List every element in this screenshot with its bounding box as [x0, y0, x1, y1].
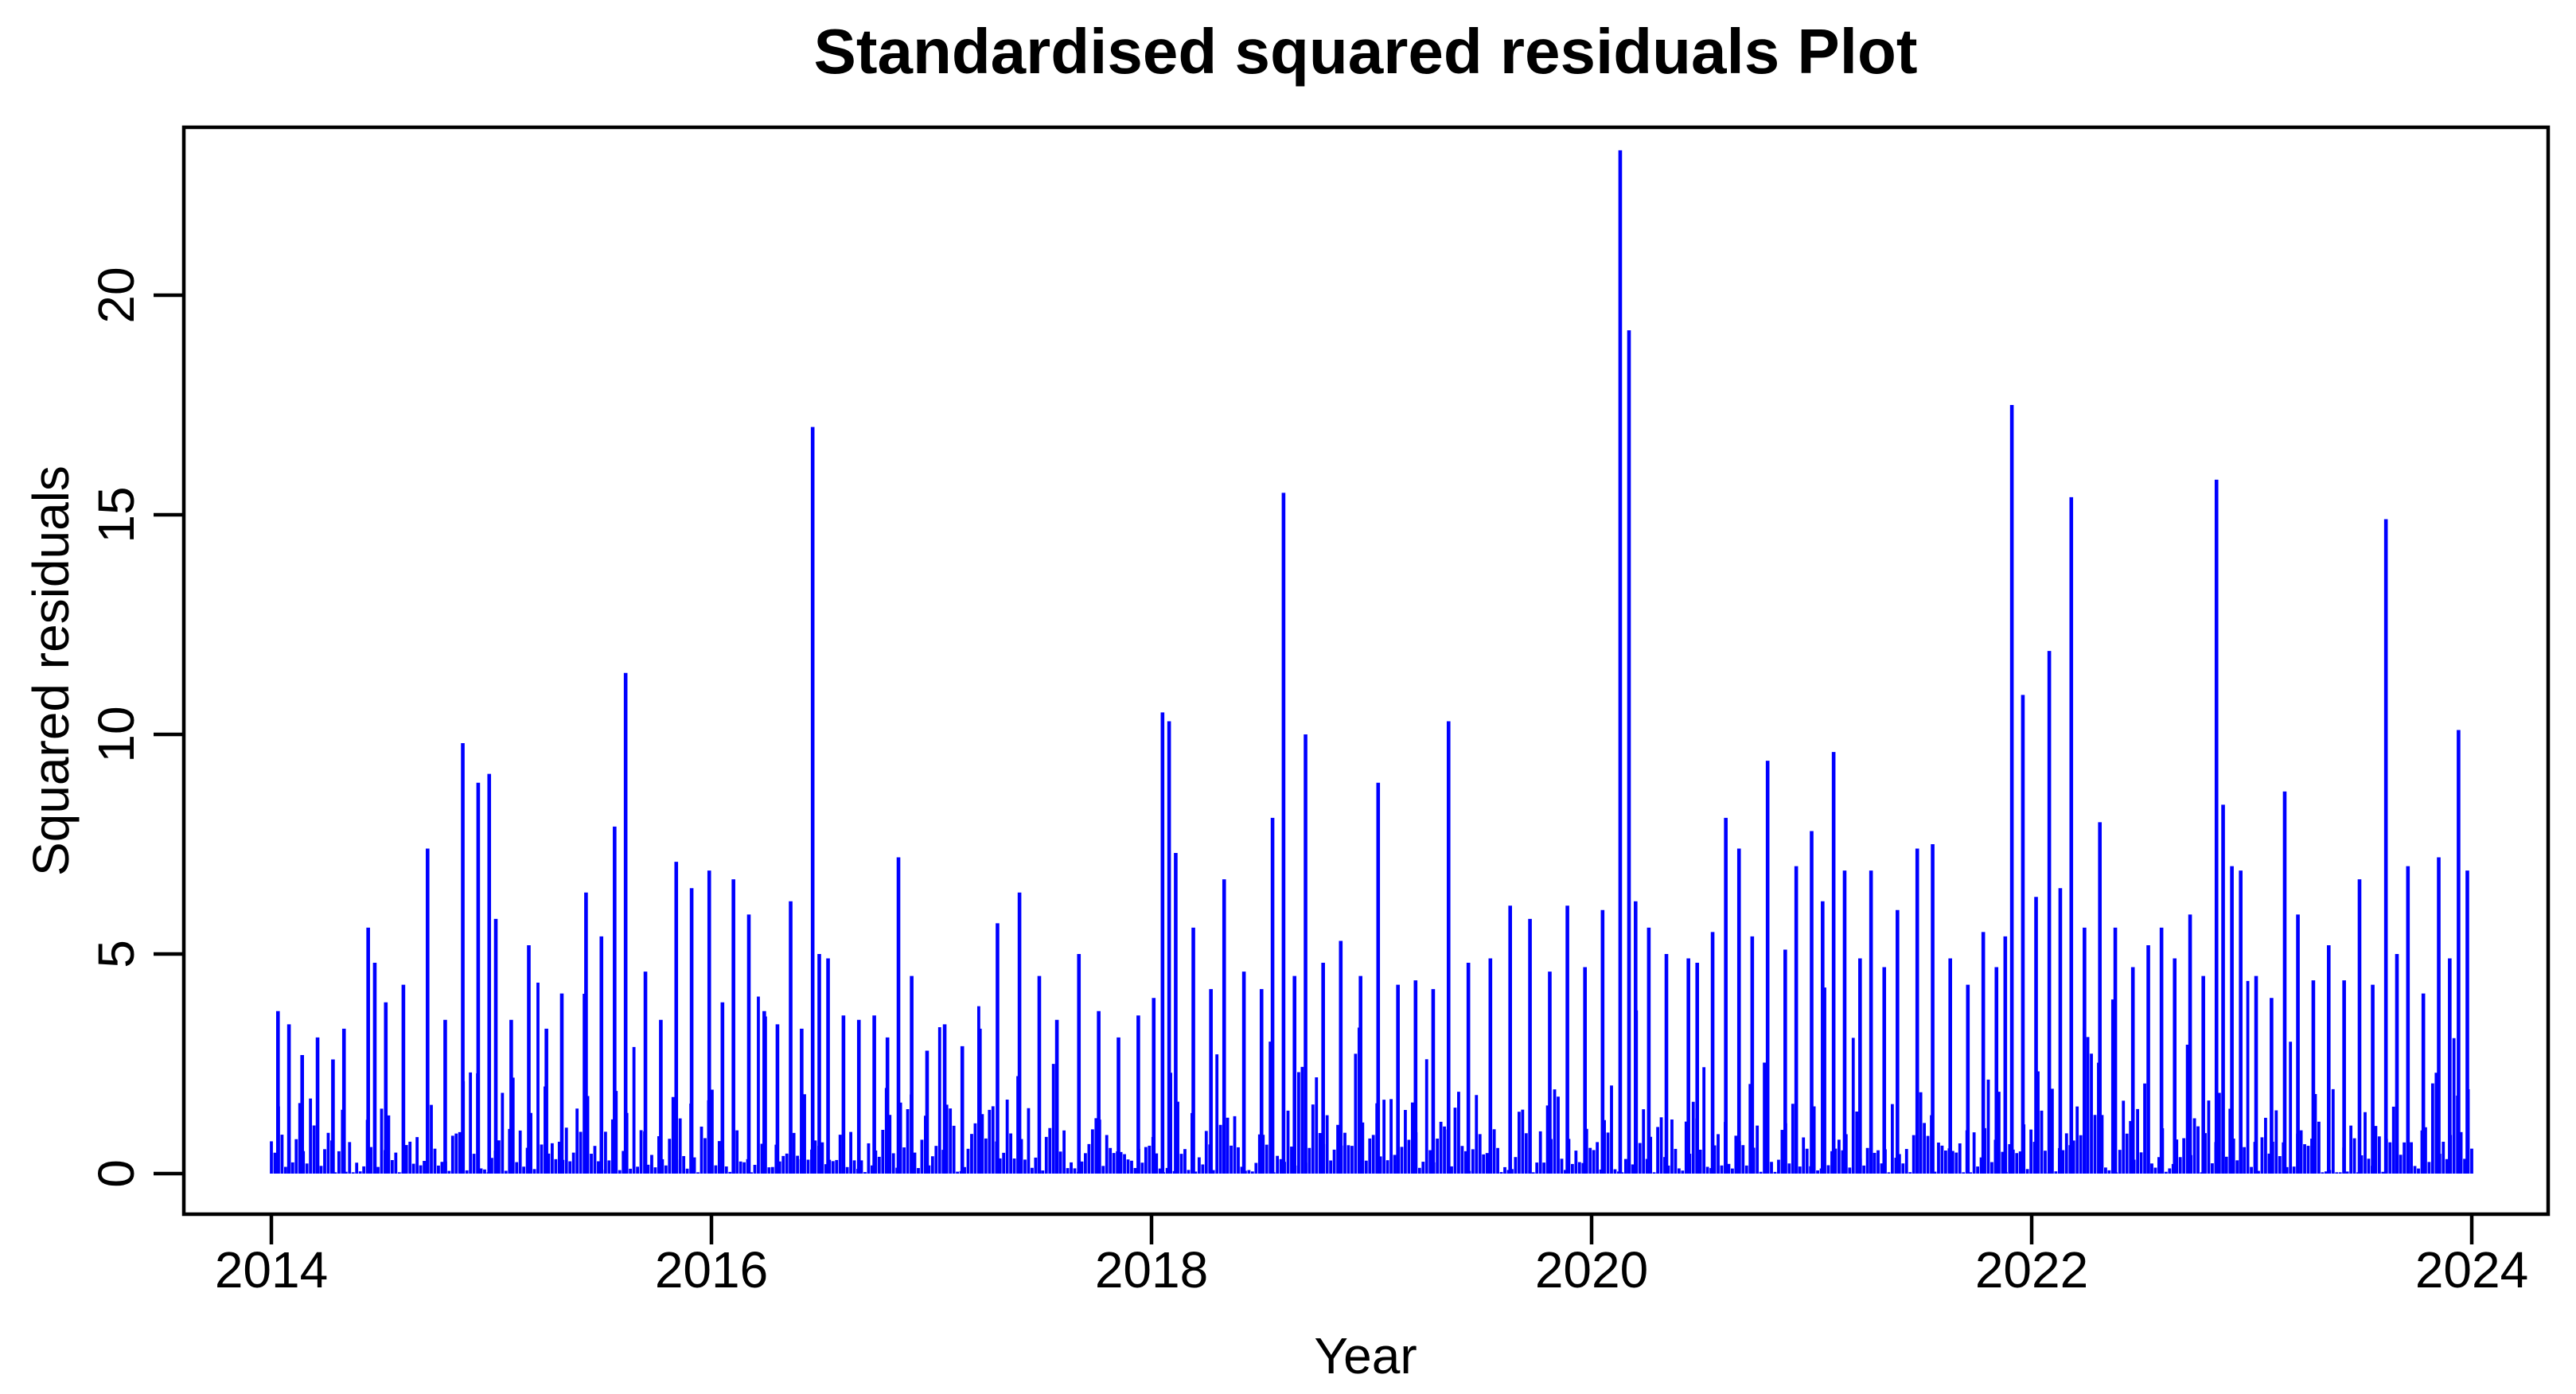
x-tick-label-2020: 2020: [1535, 1241, 1648, 1299]
x-tick-label-2018: 2018: [1095, 1241, 1208, 1299]
residual-spikes: [270, 150, 2473, 1174]
x-tick-label-2014: 2014: [215, 1241, 328, 1299]
x-tick-label-2016: 2016: [655, 1241, 768, 1299]
y-tick-label-20: 20: [88, 267, 145, 323]
y-tick-label-10: 10: [88, 706, 145, 762]
y-axis-title: Squared residuals: [22, 465, 80, 876]
y-axis: 0 5 10 15 20: [88, 267, 184, 1188]
x-axis: 2014 2016 2018 2020 2022 2024: [215, 1214, 2528, 1299]
y-tick-label-15: 15: [88, 486, 145, 543]
x-axis-title: Year: [1314, 1327, 1417, 1384]
y-tick-label-0: 0: [88, 1159, 145, 1188]
x-tick-label-2024: 2024: [2415, 1241, 2528, 1299]
chart-title: Standardised squared residuals Plot: [813, 16, 1917, 87]
x-tick-label-2022: 2022: [1975, 1241, 2088, 1299]
plot-box: [181, 125, 2551, 1217]
y-tick-label-5: 5: [88, 940, 145, 968]
